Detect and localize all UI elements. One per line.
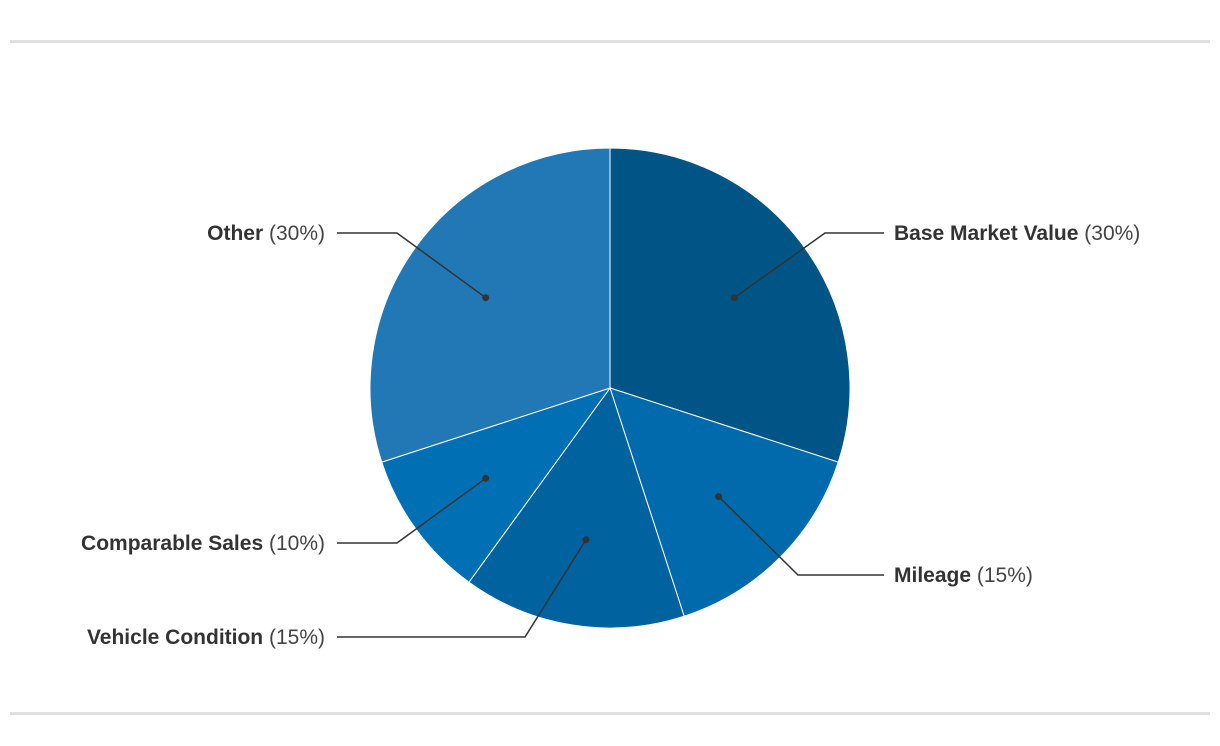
slice-label-name: Other (207, 222, 263, 245)
leader-line-other (337, 232, 487, 299)
bottom-divider (10, 712, 1210, 715)
slice-label-comparable-sales: Comparable Sales (10%) (81, 532, 325, 555)
leader-dot-comparable-sales (482, 474, 490, 482)
slice-label-name: Mileage (894, 564, 971, 587)
leader-dot-mileage (715, 493, 723, 501)
top-divider (10, 40, 1210, 43)
slice-label-mileage: Mileage (15%) (894, 564, 1033, 587)
leader-dot-base-market-value (730, 294, 738, 302)
slice-label-vehicle-condition: Vehicle Condition (15%) (87, 626, 325, 649)
leader-line-base-market-value (733, 232, 884, 299)
slice-label-percent: (30%) (263, 222, 325, 245)
slice-label-name: Vehicle Condition (87, 626, 263, 649)
slice-label-base-market-value: Base Market Value (30%) (894, 222, 1140, 245)
slice-label-percent: (10%) (263, 532, 325, 555)
slice-label-percent: (30%) (1078, 222, 1140, 245)
leader-lines (337, 232, 884, 638)
slice-label-percent: (15%) (971, 564, 1033, 587)
leader-line-mileage (718, 496, 884, 576)
leader-line-comparable-sales (337, 477, 487, 544)
pie-slice-base-market-value (609, 147, 851, 463)
slice-label-other: Other (30%) (207, 222, 325, 245)
slice-label-name: Comparable Sales (81, 532, 263, 555)
leader-dot-vehicle-condition (582, 536, 590, 544)
leader-line-vehicle-condition (337, 539, 587, 638)
slice-label-name: Base Market Value (894, 222, 1078, 245)
pie-slice-vehicle-condition (468, 386, 685, 629)
leader-dot-other (482, 294, 490, 302)
slice-label-percent: (15%) (263, 626, 325, 649)
slice-labels: Base Market Value (30%)Mileage (15%)Vehi… (81, 222, 1140, 649)
